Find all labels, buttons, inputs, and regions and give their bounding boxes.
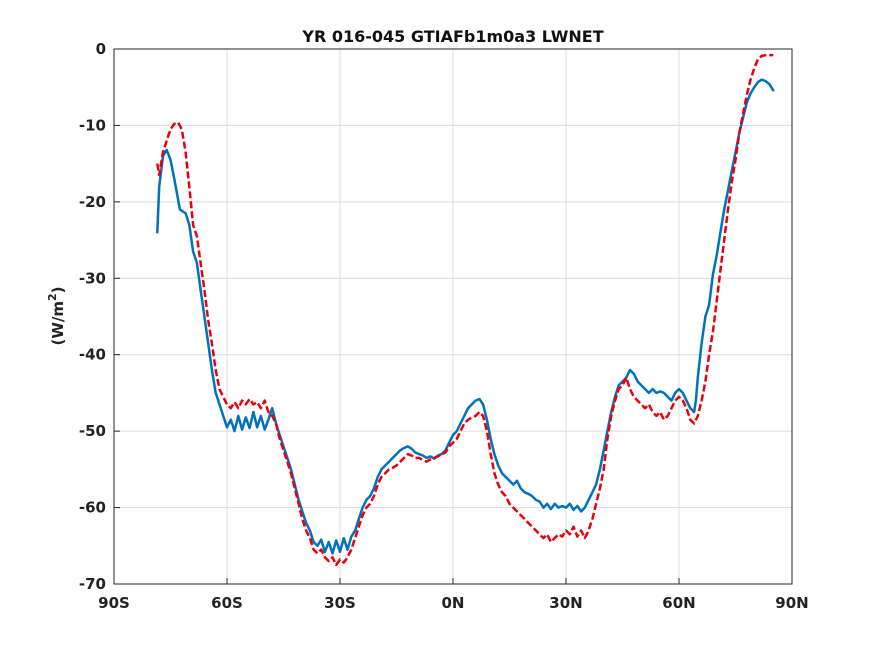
x-tick-label: 30N: [549, 594, 582, 612]
y-axis-label-close: ): [49, 286, 67, 293]
x-tick-label: 60S: [211, 594, 243, 612]
y-axis-label-text: (W/m: [49, 301, 67, 346]
series-line-1: [156, 78, 775, 555]
y-tick-label: -10: [79, 116, 106, 134]
x-tick-label: 90S: [98, 594, 130, 612]
series-group: [156, 53, 775, 567]
x-tick-label: 0N: [442, 594, 465, 612]
y-tick-label: -60: [79, 499, 106, 517]
x-tick-label: 90N: [775, 594, 808, 612]
x-tick-label: 30S: [324, 594, 356, 612]
y-tick-label: 0: [96, 40, 106, 58]
y-tick-label: -70: [79, 575, 106, 593]
x-tick-label: 60N: [662, 594, 695, 612]
ticks: 90S 60S 30S 0N 30N 60N 90N 0 -10 -20 -30 -40 -50 -60 -…: [79, 40, 809, 612]
y-axis-label: (W/m2): [46, 286, 67, 345]
y-axis-label-superscript: 2: [46, 293, 59, 301]
y-tick-label: -40: [79, 346, 106, 364]
y-tick-label: -30: [79, 269, 106, 287]
y-tick-label: -50: [79, 422, 106, 440]
y-tick-label: -20: [79, 193, 106, 211]
series-line-2: [156, 53, 774, 567]
chart-title: YR 016-045 GTIAFb1m0a3 LWNET: [301, 27, 603, 46]
grid: [113, 48, 793, 585]
